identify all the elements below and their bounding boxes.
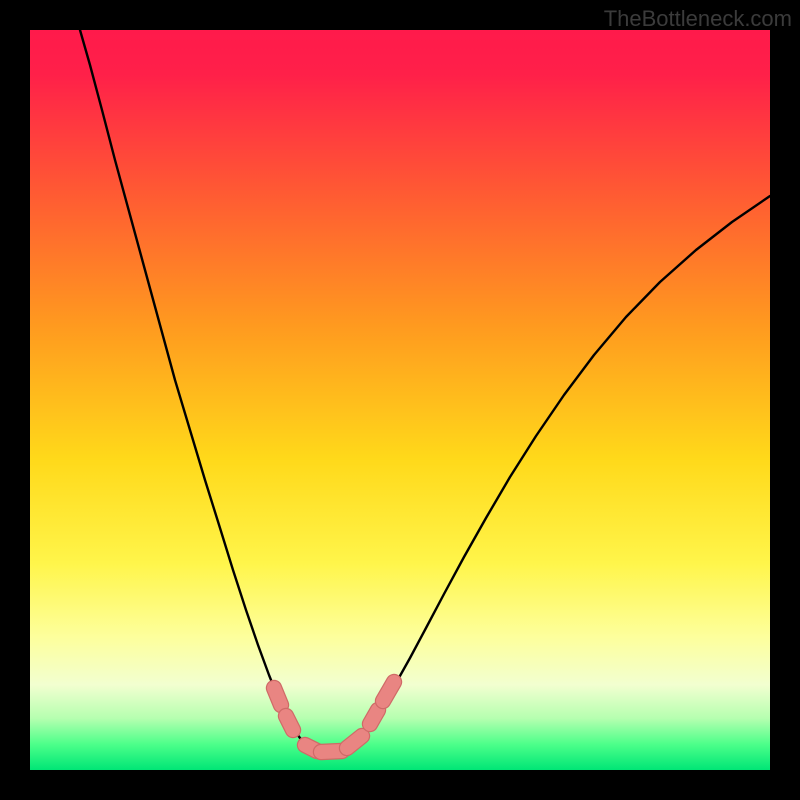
marker-capsule <box>286 716 293 730</box>
marker-capsule <box>347 736 362 748</box>
marker-capsule <box>383 682 394 701</box>
data-markers <box>274 682 394 752</box>
chart-svg <box>30 30 770 770</box>
watermark-text: TheBottleneck.com <box>604 6 792 32</box>
bottleneck-curve <box>80 30 770 753</box>
marker-capsule <box>321 751 342 752</box>
marker-capsule <box>370 710 378 724</box>
plot-area <box>30 30 770 770</box>
marker-capsule <box>274 688 281 705</box>
